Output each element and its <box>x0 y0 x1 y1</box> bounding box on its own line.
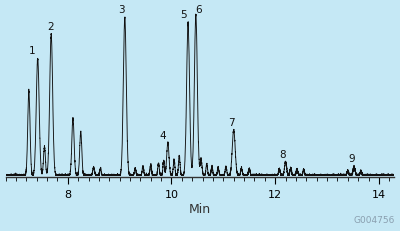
Text: 2: 2 <box>47 21 54 31</box>
Text: 7: 7 <box>228 117 235 127</box>
Text: 6: 6 <box>196 5 202 15</box>
Text: 3: 3 <box>118 5 124 15</box>
Text: 9: 9 <box>348 154 355 164</box>
Text: 1: 1 <box>29 46 36 56</box>
Text: 8: 8 <box>280 150 286 160</box>
Text: G004756: G004756 <box>353 215 394 224</box>
Text: 4: 4 <box>159 130 166 140</box>
Text: 5: 5 <box>181 10 187 20</box>
X-axis label: Min: Min <box>189 202 211 215</box>
